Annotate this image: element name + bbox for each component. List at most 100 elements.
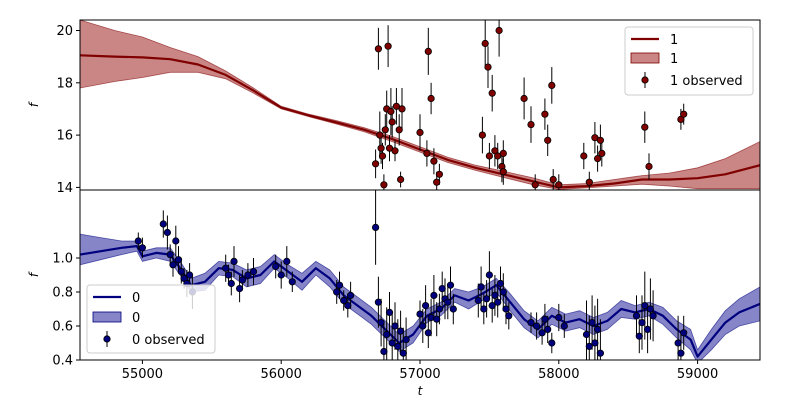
- bottom-observed-point: [649, 312, 657, 320]
- top-observed-point: [531, 181, 539, 189]
- bottom-legend-band-label: 0: [132, 311, 140, 326]
- bottom-x-tick-label: 59000: [677, 367, 718, 382]
- top-observed-point: [384, 42, 392, 50]
- bottom-observed-point: [499, 288, 507, 296]
- bottom-observed-point: [416, 310, 424, 318]
- top-observed-point: [433, 178, 441, 186]
- top-observed-point: [484, 63, 492, 71]
- top-observed-point: [376, 131, 384, 139]
- top-legend-frame: [624, 26, 754, 96]
- bottom-observed-point: [588, 318, 596, 327]
- bottom-observed-point: [166, 251, 174, 259]
- bottom-legend-frame: [86, 284, 216, 354]
- bottom-observed-point: [555, 313, 563, 322]
- bottom-observed-point: [402, 335, 410, 344]
- bottom-observed-point: [532, 322, 541, 330]
- top-observed-point: [598, 149, 606, 157]
- bottom-observed-point: [541, 315, 549, 323]
- top-observed-point: [549, 175, 557, 184]
- bottom-observed-point: [283, 257, 291, 265]
- bottom-observed-point: [585, 342, 593, 350]
- bottom-observed-point: [385, 308, 394, 316]
- bottom-observed-point: [333, 288, 341, 296]
- bottom-observed-point: [394, 342, 402, 350]
- bottom-observed-point: [396, 327, 405, 335]
- bottom-observed-point: [272, 262, 280, 271]
- bottom-observed-point: [159, 220, 167, 228]
- top-y-tick-label: 18: [56, 76, 73, 91]
- top-legend-obs-label: 1 observed: [670, 74, 743, 89]
- top-observed-point: [645, 162, 653, 171]
- top-observed-point: [435, 170, 443, 178]
- bottom-observed-point: [538, 329, 546, 337]
- top-observed-point: [481, 39, 489, 48]
- top-observed-point: [680, 110, 688, 118]
- bottom-observed-point: [494, 298, 502, 306]
- top-observed-point: [499, 149, 507, 157]
- top-observed-point: [396, 175, 405, 184]
- bottom-observed-point: [488, 301, 496, 310]
- bottom-observed-point: [433, 315, 441, 323]
- top-observed-point: [478, 131, 486, 139]
- bottom-observed-point: [186, 271, 194, 279]
- bottom-observed-point: [134, 237, 142, 245]
- top-legend-band-label: 1: [670, 52, 678, 67]
- top-observed-point: [377, 144, 385, 152]
- bottom-observed-point: [593, 325, 602, 333]
- top-observed-point: [371, 160, 380, 168]
- top-observed-point: [416, 128, 424, 137]
- bottom-observed-point: [674, 339, 682, 347]
- bottom-observed-point: [444, 298, 452, 306]
- top-panel: 14 16 18 20 f 1 1 1 observed: [27, 19, 761, 196]
- bottom-observed-point: [646, 305, 655, 313]
- top-observed-point: [527, 121, 535, 129]
- top-observed-point: [380, 181, 388, 189]
- bottom-observed-point: [643, 325, 652, 333]
- bottom-observed-point: [544, 325, 552, 333]
- top-legend-obs-marker: [641, 76, 649, 84]
- top-y-axis-label: f: [27, 101, 41, 107]
- top-observed-point: [374, 45, 382, 53]
- top-confidence-band: [80, 20, 760, 190]
- bottom-axes-frame: [79, 189, 761, 361]
- bottom-observed-point: [438, 284, 446, 293]
- bottom-observed-point: [641, 301, 649, 310]
- top-plot-area: [80, 20, 760, 190]
- bottom-observed-point: [527, 318, 535, 327]
- bottom-observed-point: [560, 322, 568, 330]
- bottom-observed-point: [399, 349, 407, 357]
- bottom-observed-point: [374, 298, 382, 306]
- top-legend-band-swatch: [630, 52, 660, 64]
- bottom-observed-point: [169, 261, 177, 269]
- top-observed-point: [585, 178, 593, 186]
- bottom-y-axis-label: f: [27, 271, 41, 277]
- bottom-observed-point: [380, 347, 388, 356]
- bottom-observed-point: [371, 223, 380, 231]
- bottom-observed-point: [177, 267, 185, 276]
- bottom-observed-point: [421, 301, 430, 310]
- bottom-y-tick-label: 0.8: [52, 286, 73, 301]
- bottom-observed-point: [582, 330, 591, 339]
- bottom-observed-point: [491, 291, 499, 299]
- bottom-observed-point: [446, 281, 455, 289]
- top-observed-point: [548, 81, 556, 90]
- bottom-observed-point: [288, 278, 296, 286]
- bottom-observed-point: [277, 271, 285, 279]
- bottom-observed-point: [474, 296, 482, 305]
- bottom-observed-point: [596, 349, 605, 357]
- bottom-observed-point: [485, 271, 493, 279]
- bottom-legend-line-label: 0: [132, 291, 140, 306]
- top-observed-point: [541, 110, 549, 118]
- top-observed-point: [488, 89, 496, 97]
- bottom-observed-point: [502, 305, 510, 313]
- bottom-observed-point: [388, 339, 396, 347]
- bottom-observed-point: [335, 281, 344, 289]
- bottom-observed-point: [391, 322, 399, 330]
- bottom-y-tick-label: 0.4: [52, 354, 73, 369]
- top-observed-point: [485, 152, 493, 160]
- top-observed-point: [388, 118, 396, 126]
- top-observed-point: [580, 152, 588, 160]
- top-y-tick-label: 20: [56, 24, 73, 39]
- bottom-observed-point: [419, 322, 427, 330]
